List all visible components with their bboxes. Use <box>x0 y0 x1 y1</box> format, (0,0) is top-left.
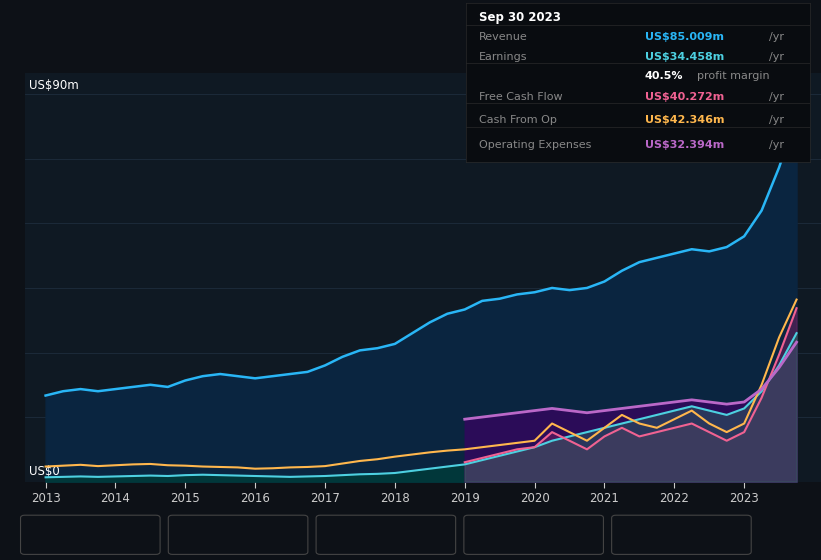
Text: US$85.009m: US$85.009m <box>644 31 724 41</box>
Text: Free Cash Flow: Free Cash Flow <box>479 92 563 102</box>
Text: /yr: /yr <box>769 92 784 102</box>
Text: Operating Expenses: Operating Expenses <box>644 530 750 540</box>
Text: /yr: /yr <box>769 31 784 41</box>
Text: ●: ● <box>632 530 640 540</box>
Text: 40.5%: 40.5% <box>644 72 683 81</box>
Text: Revenue: Revenue <box>479 31 528 41</box>
Text: ●: ● <box>189 530 197 540</box>
Text: Earnings: Earnings <box>479 52 528 62</box>
Text: US$42.346m: US$42.346m <box>644 115 724 124</box>
Text: Sep 30 2023: Sep 30 2023 <box>479 11 562 24</box>
Text: US$40.272m: US$40.272m <box>644 92 724 102</box>
Text: /yr: /yr <box>769 52 784 62</box>
Text: profit margin: profit margin <box>696 72 769 81</box>
Text: US$0: US$0 <box>29 464 59 478</box>
Text: US$90m: US$90m <box>29 79 78 92</box>
Text: ●: ● <box>337 530 345 540</box>
Text: Earnings: Earnings <box>201 530 246 540</box>
Text: US$32.394m: US$32.394m <box>644 140 724 150</box>
Text: Operating Expenses: Operating Expenses <box>479 140 592 150</box>
Text: Revenue: Revenue <box>53 530 99 540</box>
Text: /yr: /yr <box>769 140 784 150</box>
Text: Cash From Op: Cash From Op <box>497 530 570 540</box>
Text: /yr: /yr <box>769 115 784 124</box>
Text: US$34.458m: US$34.458m <box>644 52 724 62</box>
Text: Free Cash Flow: Free Cash Flow <box>349 530 427 540</box>
Text: ●: ● <box>484 530 493 540</box>
Text: Cash From Op: Cash From Op <box>479 115 557 124</box>
Text: ●: ● <box>41 530 49 540</box>
